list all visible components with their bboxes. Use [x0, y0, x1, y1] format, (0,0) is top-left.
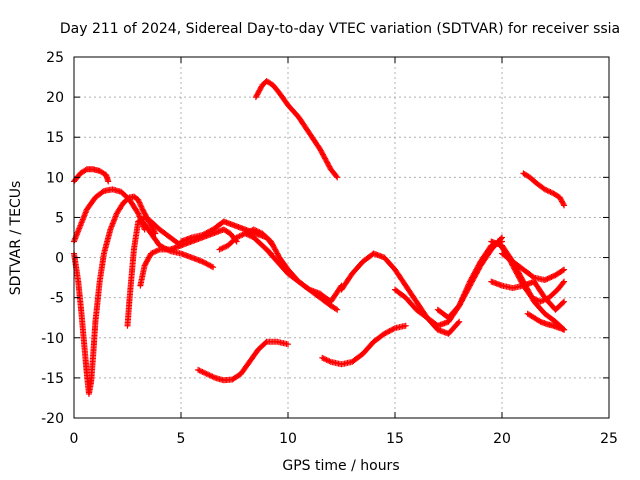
data-point	[545, 275, 552, 282]
data-point	[390, 325, 397, 332]
data-point	[135, 196, 142, 203]
y-tick-label: -10	[41, 331, 64, 347]
data-point	[559, 299, 566, 306]
series-s12	[195, 338, 291, 384]
data-point	[548, 274, 555, 281]
data-point	[138, 203, 145, 210]
series-s3	[71, 193, 159, 397]
data-point	[498, 235, 505, 242]
x-tick-label: 25	[600, 431, 618, 447]
data-point	[549, 273, 556, 280]
y-tick-label: -15	[41, 371, 64, 387]
series-s13	[319, 322, 409, 368]
series-s1	[71, 166, 112, 185]
data-point	[456, 318, 463, 325]
x-tick-label: 10	[279, 431, 297, 447]
y-tick-label: -5	[50, 291, 64, 307]
data-point	[134, 209, 141, 216]
series-s21	[520, 170, 568, 209]
data-point	[137, 200, 144, 207]
series-s22	[524, 310, 568, 333]
y-tick-label: -20	[41, 411, 64, 427]
data-point	[334, 306, 341, 313]
y-axis-label: SDTVAR / TECUs	[8, 181, 24, 296]
series-s11	[252, 78, 341, 181]
x-tick-label: 5	[177, 431, 186, 447]
data-point	[499, 234, 505, 241]
data-point	[285, 341, 291, 348]
series-s6	[139, 218, 217, 271]
data-point	[561, 326, 568, 333]
plot-frame	[73, 56, 610, 419]
data-marks	[71, 78, 568, 397]
y-tick-label: 5	[55, 210, 64, 226]
data-point	[561, 266, 568, 273]
data-point	[547, 274, 554, 281]
y-tick-label: 15	[46, 130, 64, 146]
data-point	[334, 174, 341, 181]
data-point	[165, 247, 172, 254]
y-tick-label: 0	[55, 251, 64, 267]
axes: 0 5 10 15 20 25 -20 -15 -10 -5 0 5 10 15 20 25	[41, 50, 618, 447]
data-point	[136, 199, 143, 206]
chart-title: Day 211 of 2024, Sidereal Day-to-day VTE…	[60, 21, 620, 37]
y-tick-label: 20	[46, 90, 64, 106]
data-point	[208, 263, 215, 270]
x-tick-label: 20	[493, 431, 511, 447]
y-tick-label: 25	[46, 50, 64, 66]
data-point	[541, 277, 548, 284]
grid	[74, 57, 609, 418]
data-point	[544, 275, 551, 282]
x-tick-label: 15	[386, 431, 404, 447]
data-point	[402, 322, 409, 329]
data-point	[455, 319, 462, 326]
x-axis-label: GPS time / hours	[282, 458, 399, 474]
data-point	[210, 264, 217, 271]
series-s16	[434, 234, 505, 321]
series-s19	[499, 250, 568, 284]
series-s10	[263, 246, 341, 313]
y-tick-label: 10	[46, 170, 64, 186]
data-point	[561, 278, 568, 285]
data-point	[105, 178, 112, 185]
data-point	[560, 201, 567, 208]
data-point	[560, 279, 567, 286]
data-point	[561, 202, 568, 209]
data-point	[137, 202, 144, 209]
data-point	[561, 298, 568, 305]
data-point	[559, 267, 566, 274]
data-point	[333, 173, 340, 180]
data-point	[135, 198, 142, 205]
data-point	[332, 305, 339, 312]
series-s20	[488, 278, 568, 313]
data-point	[99, 188, 106, 195]
data-point	[138, 205, 145, 212]
x-tick-label: 0	[70, 431, 79, 447]
data-point	[543, 276, 550, 283]
data-point	[529, 273, 536, 280]
